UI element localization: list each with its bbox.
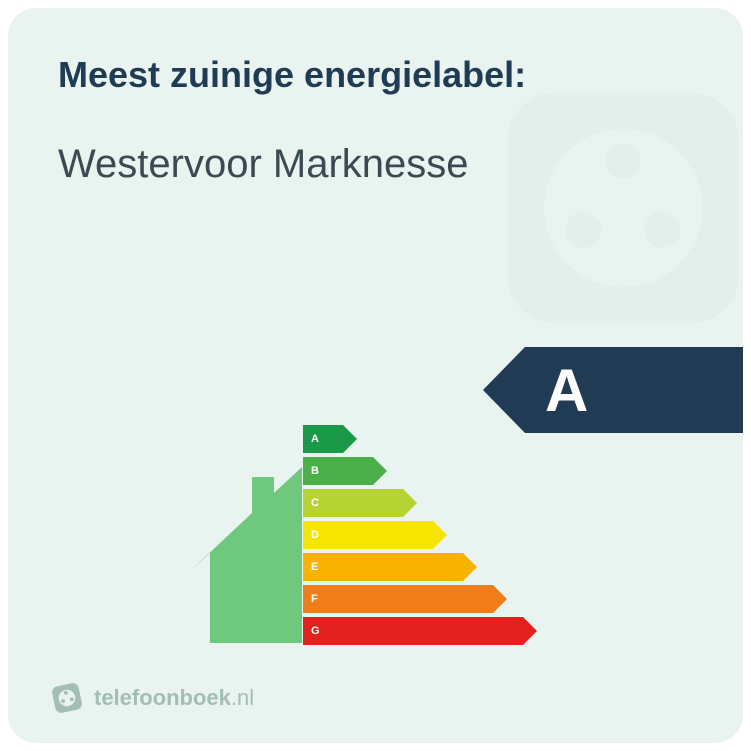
energy-bar-label-c: C bbox=[311, 497, 319, 509]
heading: Meest zuinige energielabel: bbox=[58, 54, 693, 96]
subheading: Westervoor Marknesse bbox=[58, 142, 693, 187]
energy-bar-f bbox=[303, 585, 507, 613]
energy-bar-e bbox=[303, 553, 477, 581]
energy-bar-label-f: F bbox=[311, 593, 318, 605]
energy-bar-label-g: G bbox=[311, 625, 320, 637]
energy-bar-d bbox=[303, 521, 447, 549]
energy-bar-label-b: B bbox=[311, 465, 319, 477]
energy-bar-label-a: A bbox=[311, 433, 319, 445]
selected-label-tag: A bbox=[483, 347, 743, 433]
energy-bar-g bbox=[303, 617, 537, 645]
footer-brand-rest: .nl bbox=[231, 685, 254, 710]
card: Meest zuinige energielabel: Westervoor M… bbox=[8, 8, 743, 743]
footer-brand: telefoonboek.nl bbox=[94, 685, 254, 711]
footer: telefoonboek.nl bbox=[52, 683, 254, 713]
energy-bar-c bbox=[303, 489, 417, 517]
selected-letter: A bbox=[545, 347, 588, 433]
footer-brand-bold: telefoonboek bbox=[94, 685, 231, 710]
house-icon bbox=[188, 425, 302, 643]
energy-bar-label-d: D bbox=[311, 529, 319, 541]
energy-bar-label-e: E bbox=[311, 561, 318, 573]
energy-graphic: A B C D E F G A bbox=[58, 207, 693, 713]
selected-tag-shape bbox=[483, 347, 743, 433]
footer-logo-icon bbox=[52, 683, 82, 713]
energy-chart: A B C D E F G bbox=[188, 415, 588, 645]
